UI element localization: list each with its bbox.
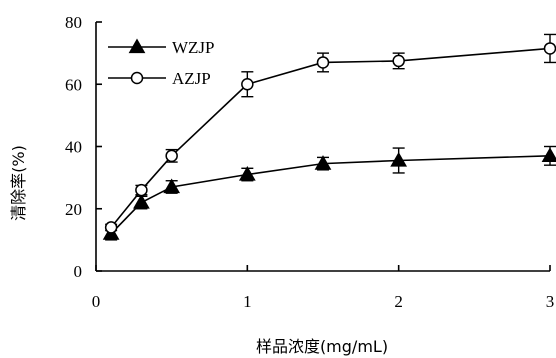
x-tick-label: 2 xyxy=(394,292,403,311)
data-point-wzjp xyxy=(163,178,181,194)
data-point-wzjp xyxy=(314,155,332,170)
data-point-wzjp xyxy=(133,194,150,209)
series-layer xyxy=(102,33,556,241)
series-line-wzjp xyxy=(110,155,551,235)
x-axis-ticks: 0 1 2 3 xyxy=(92,265,555,311)
x-axis-title: 样品浓度(mg/mL) xyxy=(256,337,388,356)
x-tick-label: 1 xyxy=(243,292,252,311)
data-point-azjp xyxy=(316,56,330,69)
x-tick-label: 3 xyxy=(546,292,555,311)
y-axis-ticks: 0 20 40 60 80 xyxy=(65,13,102,281)
legend-marker-azjp xyxy=(130,71,144,85)
legend-label-azjp: AZJP xyxy=(172,69,211,88)
legend: WZJP AZJP xyxy=(108,38,215,88)
legend-marker-wzjp xyxy=(128,38,146,54)
data-point-azjp xyxy=(543,42,556,55)
y-tick-label: 20 xyxy=(65,200,82,219)
x-tick-label: 0 xyxy=(92,292,101,311)
y-tick-label: 60 xyxy=(65,75,82,94)
y-axis-title: 清除率(%) xyxy=(9,145,28,221)
y-tick-label: 40 xyxy=(65,138,82,157)
data-point-wzjp xyxy=(541,147,556,162)
data-point-azjp xyxy=(392,54,405,68)
legend-label-wzjp: WZJP xyxy=(172,38,215,57)
series-wzjp xyxy=(102,145,556,241)
data-point-azjp xyxy=(104,221,118,234)
y-tick-label: 0 xyxy=(74,262,83,281)
data-point-wzjp xyxy=(238,166,256,181)
series-azjp xyxy=(104,33,556,234)
data-point-wzjp xyxy=(390,151,408,167)
data-point-azjp xyxy=(241,78,254,91)
data-point-azjp xyxy=(165,149,178,163)
data-point-azjp xyxy=(135,183,148,197)
y-tick-label: 80 xyxy=(65,13,82,32)
